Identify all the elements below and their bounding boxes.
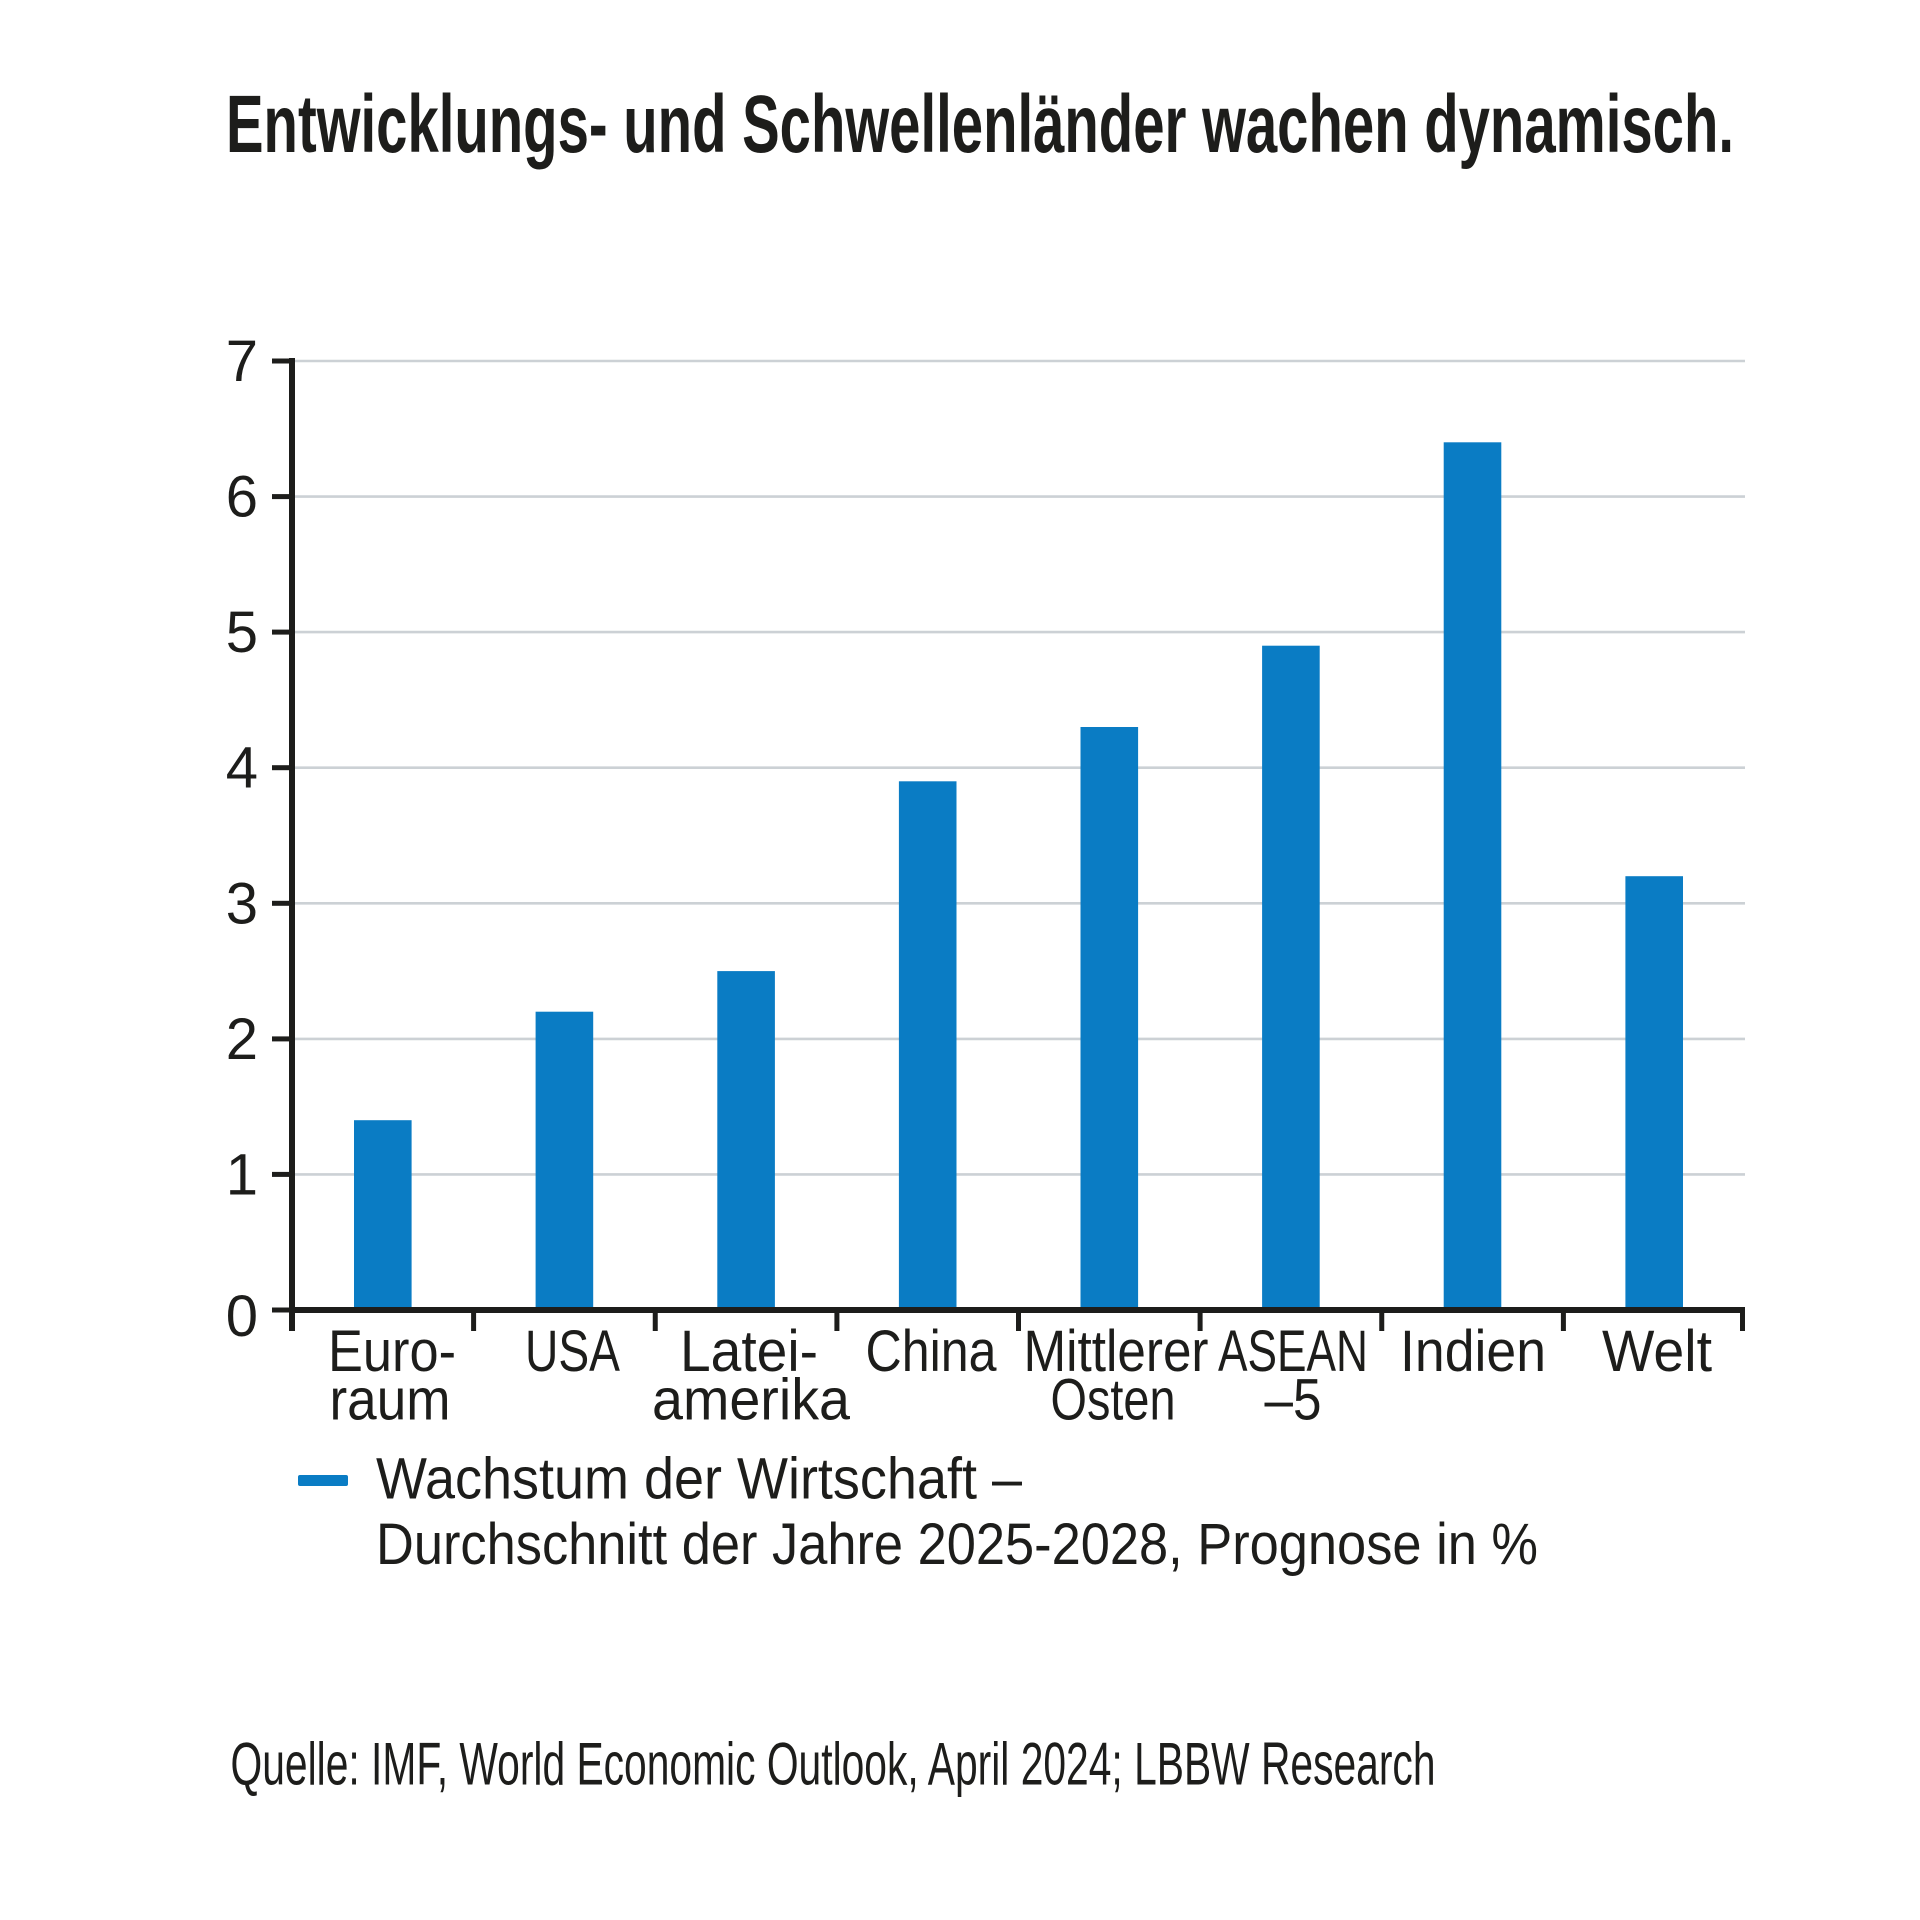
svg-text:Mittlerer: Mittlerer [1024, 1319, 1209, 1384]
svg-text:2: 2 [226, 1007, 258, 1072]
svg-text:7: 7 [226, 329, 258, 394]
svg-text:Indien: Indien [1400, 1319, 1546, 1384]
svg-text:1: 1 [226, 1142, 258, 1207]
svg-text:Quelle: IMF, World Economic Ou: Quelle: IMF, World Economic Outlook, Apr… [231, 1731, 1436, 1798]
svg-text:Osten: Osten [1051, 1368, 1176, 1433]
svg-text:–5: –5 [1265, 1368, 1322, 1433]
svg-text:4: 4 [226, 736, 258, 801]
svg-text:Entwicklungs- und Schwellenlän: Entwicklungs- und Schwellenländer wachen… [226, 79, 1734, 170]
svg-text:Durchschnitt der Jahre 2025-20: Durchschnitt der Jahre 2025-2028, Progno… [376, 1512, 1538, 1577]
svg-text:Welt: Welt [1602, 1319, 1712, 1384]
svg-text:Wachstum der Wirtschaft –: Wachstum der Wirtschaft – [376, 1447, 1023, 1512]
svg-text:China: China [866, 1319, 998, 1384]
svg-text:0: 0 [226, 1284, 258, 1349]
svg-text:amerika: amerika [652, 1368, 851, 1433]
svg-text:ASEAN: ASEAN [1218, 1319, 1368, 1384]
svg-text:Euro-: Euro- [328, 1319, 456, 1384]
svg-text:raum: raum [330, 1368, 451, 1433]
svg-text:3: 3 [226, 871, 258, 936]
svg-text:5: 5 [226, 600, 258, 665]
svg-text:Latei-: Latei- [680, 1319, 818, 1384]
svg-text:6: 6 [226, 465, 258, 530]
svg-text:USA: USA [525, 1319, 620, 1384]
